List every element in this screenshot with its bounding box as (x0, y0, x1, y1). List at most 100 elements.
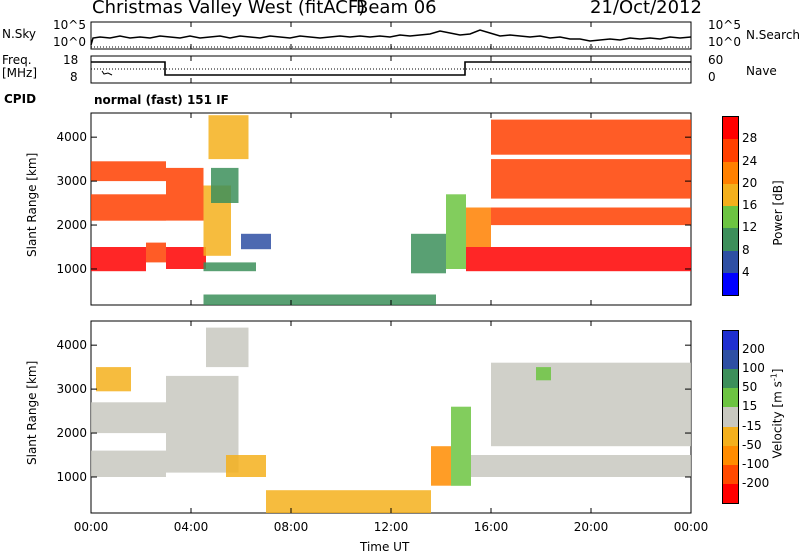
nsky-tick-top: 10^5 (53, 18, 86, 32)
ytick-label-0-3: 1000 (56, 262, 87, 276)
ytick-label-0-1: 3000 (56, 174, 87, 188)
vel-cbar-segment-3 (723, 388, 738, 408)
nave-tick-bottom: 0 (708, 70, 716, 84)
power-colorbar-tick-5: 8 (742, 242, 750, 257)
velocity-colorbar-tick-5: -50 (742, 437, 762, 452)
velocity-colorbar-tick-6: -100 (742, 456, 770, 471)
power-region-14 (466, 207, 491, 247)
velocity-colorbar-tick-0: 200 (742, 342, 765, 357)
velocity-colorbar-tick-4: -15 (742, 418, 762, 433)
velocity-colorbar-label: Velocity [m s-1] (770, 359, 785, 469)
power-cbar-segment-4 (723, 206, 738, 229)
velocity-region-5 (226, 455, 266, 477)
power-region-1 (91, 194, 166, 221)
power-region-16 (491, 207, 691, 226)
power-ylabel: Slant Range [km] (25, 152, 39, 257)
freq-trace (91, 61, 691, 76)
velocity-colorbar-label-end: ] (770, 368, 785, 374)
power-region-12 (411, 233, 446, 274)
ytick-label-0-2: 2000 (56, 218, 87, 232)
velocity-region-1 (91, 402, 166, 434)
ytick-label-0-0: 4000 (56, 130, 87, 144)
velocity-ylabel: Slant Range [km] (25, 360, 39, 465)
velocity-colorbar (722, 330, 739, 504)
velocity-region-2 (96, 367, 131, 392)
xtick-label-4: 16:00 (474, 520, 509, 534)
power-colorbar-label: Power [dB] (771, 180, 785, 246)
xtick-label-3: 12:00 (374, 520, 409, 534)
power-cbar-segment-6 (723, 250, 738, 273)
xtick-label-2: 08:00 (274, 520, 309, 534)
freq-label-line1: Freq. (2, 53, 32, 67)
vel-cbar-segment-5 (723, 426, 738, 446)
power-colorbar-tick-4: 12 (742, 220, 758, 235)
freq-label-line2: [MHz] (2, 66, 38, 80)
power-region-3 (146, 242, 166, 263)
power-region-7 (211, 167, 239, 203)
xtick-label-0: 00:00 (74, 520, 109, 534)
power-region-9 (241, 233, 271, 250)
nsearch-tick-bottom: 10^0 (708, 35, 741, 49)
vel-cbar-segment-2 (723, 369, 738, 389)
freq-tick-top: 18 (63, 53, 79, 67)
xtick-label-1: 04:00 (174, 520, 209, 534)
power-cbar-segment-1 (723, 139, 738, 162)
power-cbar-segment-7 (723, 272, 738, 295)
velocity-region-4 (206, 327, 249, 368)
ytick-label-1-0: 4000 (56, 338, 87, 352)
velocity-region-10 (491, 362, 691, 447)
power-colorbar-tick-2: 20 (742, 175, 758, 190)
power-cbar-segment-2 (723, 161, 738, 184)
power-colorbar-tick-3: 16 (742, 198, 758, 212)
nsearch-label: N.Search (746, 28, 800, 42)
power-colorbar (722, 116, 739, 296)
power-cbar-segment-0 (723, 117, 738, 140)
power-region-4 (166, 167, 204, 221)
power-colorbar-tick-1: 24 (742, 153, 758, 168)
power-cbar-segment-5 (723, 228, 738, 251)
velocity-colorbar-tick-1: 100 (742, 361, 765, 376)
nsky-label: N.Sky (2, 27, 37, 41)
cpid-value: normal (fast) 151 IF (94, 93, 229, 107)
nave-trace (101, 70, 113, 76)
velocity-colorbar-tick-2: 50 (742, 380, 758, 395)
velocity-region-0 (91, 450, 166, 477)
velocity-colorbar-label-sup: -1 (769, 373, 779, 382)
power-region-8 (208, 115, 249, 160)
nsky-tick-bottom: 10^0 (53, 35, 86, 49)
ytick-label-1-2: 2000 (56, 426, 87, 440)
nsearch-tick-top: 10^5 (708, 18, 741, 32)
power-region-2 (91, 247, 146, 272)
station-title: Christmas Valley West (fitACF) (92, 0, 366, 18)
xtick-label-5: 20:00 (574, 520, 609, 534)
velocity-region-9 (471, 455, 691, 477)
vel-cbar-segment-6 (723, 445, 738, 465)
vel-cbar-segment-0 (723, 331, 738, 351)
power-region-17 (491, 159, 691, 199)
velocity-colorbar-tick-7: -200 (742, 475, 770, 490)
ytick-label-1-1: 3000 (56, 382, 87, 396)
power-cbar-segment-3 (723, 183, 738, 206)
vel-cbar-segment-7 (723, 464, 738, 484)
xaxis-label: Time UT (360, 540, 410, 554)
nave-label: Nave (746, 64, 777, 78)
power-region-18 (491, 119, 691, 155)
vel-cbar-segment-4 (723, 407, 738, 427)
velocity-region-11 (536, 367, 551, 381)
vel-cbar-segment-1 (723, 350, 738, 370)
velocity-region-8 (451, 406, 471, 486)
nave-tick-top: 60 (708, 53, 724, 67)
vel-cbar-segment-8 (723, 483, 738, 503)
power-colorbar-tick-6: 4 (742, 264, 750, 279)
velocity-colorbar-label-main: Velocity [m s (770, 381, 785, 459)
power-region-5 (166, 247, 206, 269)
power-region-13 (446, 194, 466, 269)
power-region-0 (91, 161, 166, 182)
power-colorbar-tick-0: 28 (742, 131, 758, 146)
power-region-10 (203, 262, 256, 272)
velocity-region-7 (431, 446, 451, 486)
velocity-colorbar-tick-3: 15 (742, 399, 758, 414)
power-region-11 (203, 294, 436, 305)
power-region-15 (466, 247, 691, 272)
